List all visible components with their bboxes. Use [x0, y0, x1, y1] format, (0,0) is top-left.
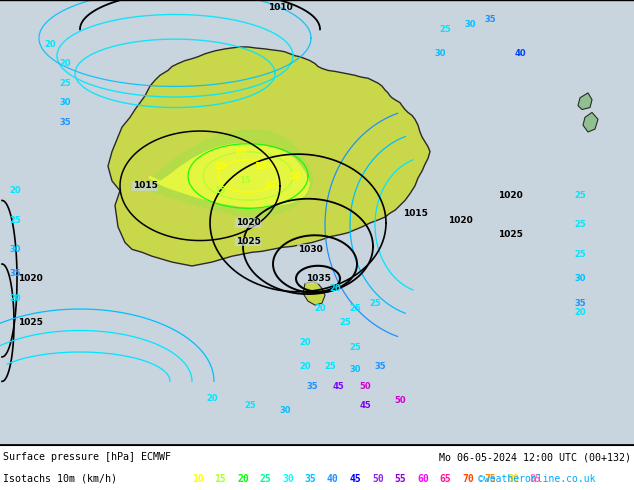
Text: 25: 25 — [9, 216, 21, 224]
Text: 1015: 1015 — [133, 181, 157, 190]
Text: 50: 50 — [359, 382, 371, 391]
Text: 35: 35 — [574, 298, 586, 308]
Text: 25: 25 — [349, 343, 361, 352]
Text: 35: 35 — [374, 362, 386, 371]
Text: 30: 30 — [349, 365, 361, 374]
Text: 25: 25 — [369, 298, 381, 308]
Text: ©weatheronline.co.uk: ©weatheronline.co.uk — [479, 474, 596, 484]
Text: 1025: 1025 — [18, 318, 42, 327]
Text: 15: 15 — [214, 474, 226, 484]
Text: 30: 30 — [59, 98, 71, 107]
Text: 10: 10 — [234, 147, 246, 156]
Text: 25: 25 — [574, 191, 586, 200]
Polygon shape — [303, 282, 325, 305]
Text: Mo 06-05-2024 12:00 UTC (00+132): Mo 06-05-2024 12:00 UTC (00+132) — [439, 452, 631, 462]
Polygon shape — [148, 143, 310, 208]
Text: 1020: 1020 — [448, 216, 472, 224]
Text: 40: 40 — [514, 49, 526, 58]
Text: 25: 25 — [349, 303, 361, 313]
Text: 15: 15 — [239, 176, 251, 185]
Text: 70: 70 — [462, 474, 474, 484]
Text: 1010: 1010 — [268, 3, 292, 12]
Text: 45: 45 — [359, 401, 371, 410]
Text: 35: 35 — [9, 270, 21, 278]
Text: 30: 30 — [464, 20, 476, 29]
Text: 1035: 1035 — [306, 274, 330, 283]
Text: 20: 20 — [329, 284, 341, 293]
Text: 90: 90 — [552, 474, 564, 484]
Text: 25: 25 — [59, 78, 71, 88]
Text: 30: 30 — [282, 474, 294, 484]
Text: 15: 15 — [214, 186, 226, 195]
Polygon shape — [583, 112, 598, 132]
Text: 25: 25 — [439, 25, 451, 34]
Text: 20: 20 — [299, 362, 311, 371]
Text: 20: 20 — [59, 59, 71, 68]
Text: 35: 35 — [306, 382, 318, 391]
Polygon shape — [108, 47, 430, 266]
Text: 10: 10 — [264, 181, 276, 190]
Text: 10: 10 — [214, 162, 226, 171]
Text: 35: 35 — [484, 15, 496, 24]
Text: 20: 20 — [9, 186, 21, 195]
Text: 35: 35 — [304, 474, 316, 484]
Text: 80: 80 — [507, 474, 519, 484]
Text: 1015: 1015 — [403, 209, 427, 218]
Text: 20: 20 — [299, 338, 311, 347]
Text: 1030: 1030 — [297, 245, 322, 254]
Text: 25: 25 — [574, 220, 586, 229]
Polygon shape — [578, 93, 592, 110]
Text: 1020: 1020 — [498, 191, 522, 200]
Text: 60: 60 — [417, 474, 429, 484]
Text: 65: 65 — [439, 474, 451, 484]
Text: Isotachs 10m (km/h): Isotachs 10m (km/h) — [3, 474, 129, 484]
Text: 25: 25 — [574, 250, 586, 259]
Text: 20: 20 — [237, 474, 249, 484]
Text: 55: 55 — [394, 474, 406, 484]
Text: 85: 85 — [529, 474, 541, 484]
Text: 20: 20 — [44, 40, 56, 49]
Text: 25: 25 — [244, 401, 256, 410]
Polygon shape — [138, 129, 314, 217]
Text: 30: 30 — [574, 274, 586, 283]
Text: 20: 20 — [314, 303, 326, 313]
Text: 30: 30 — [10, 245, 21, 254]
Text: 20: 20 — [9, 294, 21, 303]
Text: 40: 40 — [327, 474, 339, 484]
Text: 30: 30 — [434, 49, 446, 58]
Text: 35: 35 — [59, 118, 71, 127]
Text: 20: 20 — [574, 308, 586, 318]
Text: 25: 25 — [324, 362, 336, 371]
Text: 10: 10 — [254, 162, 266, 171]
Text: 25: 25 — [259, 474, 271, 484]
Text: 45: 45 — [332, 382, 344, 391]
Text: 25: 25 — [339, 318, 351, 327]
Text: 45: 45 — [349, 474, 361, 484]
Text: 1025: 1025 — [498, 230, 522, 239]
Text: 1025: 1025 — [236, 237, 261, 246]
Text: 75: 75 — [484, 474, 496, 484]
Text: 1020: 1020 — [236, 219, 261, 227]
Text: 20: 20 — [206, 394, 218, 403]
Text: 10: 10 — [289, 172, 301, 180]
Text: 50: 50 — [394, 396, 406, 405]
Text: 30: 30 — [279, 406, 291, 415]
Text: 10: 10 — [192, 474, 204, 484]
Text: 1020: 1020 — [18, 274, 42, 283]
Text: Surface pressure [hPa] ECMWF: Surface pressure [hPa] ECMWF — [3, 452, 171, 462]
Text: 50: 50 — [372, 474, 384, 484]
